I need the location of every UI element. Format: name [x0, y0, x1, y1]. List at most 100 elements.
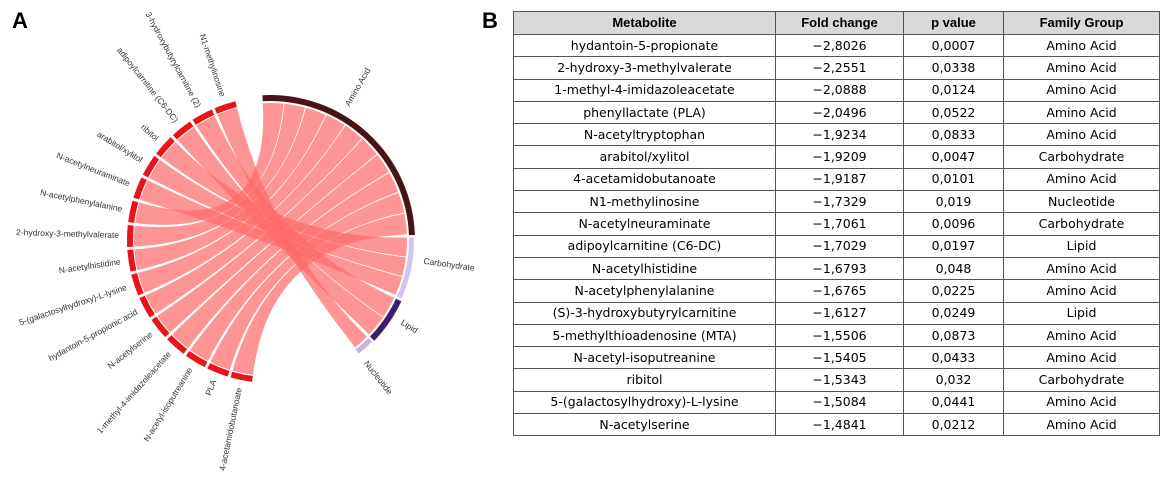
metabolite-segment [133, 177, 147, 200]
cell-fold-change: −1,9234 [775, 123, 904, 147]
group-segment [369, 298, 402, 341]
cell-fold-change: −1,5084 [775, 390, 904, 415]
cell-p-value: 0,0101 [903, 167, 1004, 192]
chord-ribbon [138, 115, 345, 293]
cell-metabolite: N-acetylhistidine [513, 256, 776, 281]
cell-p-value: 0,0249 [903, 301, 1004, 325]
chord-ribbon [217, 108, 367, 348]
chord-ribbon [190, 172, 399, 361]
chord-ribbon [149, 160, 406, 277]
cell-fold-change: −1,7329 [775, 190, 904, 214]
chord-ribbon [232, 213, 407, 375]
cell-fold-change: −1,6793 [775, 256, 904, 281]
cell-p-value: 0,032 [903, 368, 1004, 392]
cell-p-value: 0,0873 [903, 323, 1004, 348]
group-label: Nucleotide [362, 359, 395, 397]
cell-metabolite: N-acetylphenylalanine [513, 279, 776, 303]
cell-p-value: 0,0124 [903, 78, 1004, 102]
metabolite-segment [127, 249, 137, 272]
metabolite-label: PLA [203, 378, 218, 397]
cell-family-group: Amino Acid [1003, 123, 1160, 147]
cell-fold-change: −2,0496 [775, 100, 904, 125]
cell-fold-change: −1,7029 [775, 234, 904, 258]
cell-family-group: Amino Acid [1003, 100, 1160, 125]
metabolite-label: 2-hydroxy-3-methylvalerate [16, 227, 119, 240]
cell-fold-change: −1,5506 [775, 323, 904, 348]
cell-p-value: 0,0338 [903, 56, 1004, 80]
header-p-value: p value [903, 11, 1004, 35]
group-segment [396, 237, 414, 299]
cell-metabolite: adipoylcarnitine (C6-DC) [513, 234, 776, 258]
table-row: N-acetyltryptophan −1,9234 0,0833 Amino Aci… [513, 123, 1160, 147]
cell-fold-change: −1,9187 [775, 167, 904, 192]
table-row: ribitol −1,5343 0,032 Carbohydrate [513, 368, 1160, 392]
metabolite-label: N-acetylserine [106, 329, 155, 371]
cell-metabolite: N1-methylinosine [513, 190, 776, 214]
cell-p-value: 0,0096 [903, 212, 1004, 236]
cell-fold-change: −1,6127 [775, 301, 904, 325]
metabolite-segment [127, 225, 134, 247]
metabolite-segment [156, 137, 175, 158]
chord-ribbon [210, 192, 405, 370]
metabolite-segment [139, 295, 155, 318]
cell-fold-change: −2,0888 [775, 78, 904, 102]
group-segment [355, 338, 372, 354]
cell-family-group: Amino Acid [1003, 346, 1160, 370]
chord-ribbon [134, 107, 326, 271]
cell-metabolite: ribitol [513, 368, 776, 392]
header-metabolite: Metabolite [513, 11, 776, 35]
cell-family-group: Amino Acid [1003, 56, 1160, 80]
cell-fold-change: −1,4841 [775, 413, 904, 437]
metabolite-label: N-acetylneuraminate [55, 150, 132, 188]
metabolite-label: 4-acetamidobutanoate [217, 386, 244, 471]
cell-p-value: 0,0212 [903, 413, 1004, 437]
table-row: 5-(galactosylhydroxy)-L-lysine −1,5084 0,0… [513, 390, 1160, 415]
cell-p-value: 0,0833 [903, 123, 1004, 147]
cell-family-group: Amino Acid [1003, 323, 1160, 348]
table-row: N1-methylinosine −1,7329 0,019 Nucleotide [513, 190, 1160, 214]
cell-family-group: Carbohydrate [1003, 145, 1160, 169]
chord-ribbon [145, 125, 362, 314]
cell-metabolite: N-acetyl-isoputreanine [513, 346, 776, 370]
metabolite-label: N-acetylphenylalanine [39, 187, 123, 214]
group-label: Carbohydrate [423, 256, 476, 273]
cell-metabolite: (S)-3-hydroxybutyrylcarnitine [513, 301, 776, 325]
cell-family-group: Lipid [1003, 301, 1160, 325]
table-header-row: Metabolite Fold change p value Family Gr… [513, 11, 1160, 35]
cell-family-group: Carbohydrate [1003, 212, 1160, 236]
panel-a-label: A [12, 8, 28, 33]
cell-p-value: 0,0047 [903, 145, 1004, 169]
cell-family-group: Amino Acid [1003, 279, 1160, 303]
table-row: N-acetylphenylalanine −1,6765 0,0225 Amino … [513, 279, 1160, 303]
cell-metabolite: hydantoin-5-propionate [513, 33, 776, 58]
metabolite-segment [230, 371, 253, 382]
metabolite-segment [142, 155, 160, 178]
cell-family-group: Amino Acid [1003, 390, 1160, 415]
cell-family-group: Lipid [1003, 234, 1160, 258]
table-row: phenyllactate (PLA) −2,0496 0,0522 Amino Ac… [513, 100, 1160, 125]
cell-p-value: 0,0522 [903, 100, 1004, 125]
cell-metabolite: 5-(galactosylhydroxy)-L-lysine [513, 390, 776, 415]
cell-fold-change: −1,5343 [775, 368, 904, 392]
metabolite-segment [128, 200, 139, 223]
group-label: Amino Acid [343, 66, 373, 108]
chord-ribbon [157, 138, 377, 333]
table-row: 4-acetamidobutanoate −1,9187 0,0101 Amino A… [513, 167, 1160, 192]
metabolite-segment [185, 350, 208, 368]
cell-family-group: Amino Acid [1003, 413, 1160, 437]
cell-metabolite: N-acetylneuraminate [513, 212, 776, 236]
table-row: N-acetylserine −1,4841 0,0212 Amino Acid [513, 413, 1160, 437]
header-fold-change: Fold change [775, 11, 904, 35]
table-row: N-acetylneuraminate −1,7061 0,0096 Carbohyd… [513, 212, 1160, 236]
chord-ribbon [196, 115, 395, 317]
chord-ribbon [177, 127, 383, 335]
metabolite-segment [131, 273, 144, 296]
chord-diagram-svg: N1-methylinosine3-hydroxybutyrylcarnitin… [16, 10, 476, 472]
table-body: hydantoin-5-propionate −2,8026 0,0007 Amino… [513, 33, 1160, 437]
cell-p-value: 0,0433 [903, 346, 1004, 370]
metabolite-label: N-acetylhistidine [58, 256, 121, 275]
cell-p-value: 0,048 [903, 256, 1004, 281]
table-row: 5-methylthioadenosine (MTA) −1,5506 0,0873… [513, 323, 1160, 348]
metabolite-segment [207, 363, 230, 377]
chord-segments [127, 95, 415, 382]
